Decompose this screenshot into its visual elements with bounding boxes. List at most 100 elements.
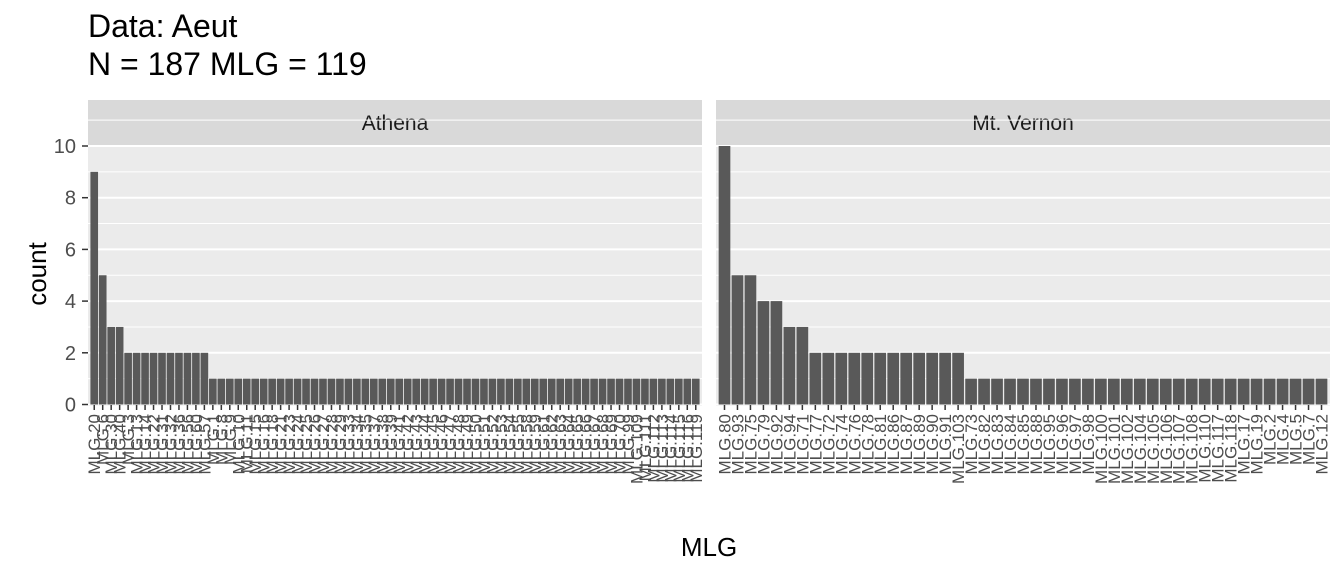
bar bbox=[718, 146, 731, 405]
bar bbox=[1082, 378, 1094, 405]
x-tick-label: MLG.26 bbox=[306, 414, 325, 474]
bar bbox=[115, 326, 124, 405]
bar bbox=[471, 378, 480, 405]
bar bbox=[1095, 378, 1107, 405]
bar bbox=[783, 326, 796, 405]
bar bbox=[991, 378, 1003, 405]
x-tick-label: MLG.89 bbox=[910, 414, 929, 474]
bar bbox=[522, 378, 531, 405]
bar bbox=[861, 352, 874, 405]
x-tick-label: MLG.8 bbox=[212, 414, 231, 465]
x-tick-label: MLG.88 bbox=[1027, 414, 1046, 474]
x-tick-label: MLG.112 bbox=[644, 414, 663, 483]
bar bbox=[1069, 378, 1081, 405]
x-tick-label: MLG.35 bbox=[356, 414, 375, 474]
x-tick-label: MLG.19 bbox=[1248, 414, 1267, 474]
bar bbox=[327, 378, 336, 405]
bar bbox=[488, 378, 497, 405]
x-tick-label: MLG.30 bbox=[102, 414, 121, 474]
bar bbox=[395, 378, 404, 405]
bar bbox=[242, 378, 251, 405]
y-axis-title: count bbox=[22, 241, 52, 305]
bar bbox=[149, 352, 158, 405]
x-tick-label: MLG.93 bbox=[728, 414, 747, 474]
bar bbox=[285, 378, 293, 405]
x-tick-label: MLG.61 bbox=[534, 414, 553, 474]
bar bbox=[1108, 378, 1120, 405]
x-tick-label: MLG.72 bbox=[819, 414, 838, 474]
bar bbox=[344, 378, 353, 405]
bar bbox=[913, 352, 926, 405]
x-tick-label: MLG.15 bbox=[246, 414, 265, 474]
x-tick-label: MLG.55 bbox=[509, 414, 528, 474]
x-tick-label: MLG.118 bbox=[1222, 414, 1241, 483]
facet-panel: Mt. Vernon MLG.80MLG.93MLG.75MLG.79MLG.92… bbox=[715, 100, 1332, 484]
x-tick-label: MLG.77 bbox=[806, 414, 825, 474]
bar bbox=[1017, 378, 1029, 405]
x-tick-label: MLG.92 bbox=[767, 414, 786, 474]
bar bbox=[200, 352, 209, 405]
bar bbox=[691, 378, 700, 405]
bar bbox=[310, 378, 319, 405]
x-tick-label: MLG.108 bbox=[1183, 414, 1202, 484]
x-tick-label: MLG.48 bbox=[450, 414, 469, 474]
bar bbox=[514, 378, 522, 405]
bar bbox=[874, 352, 887, 405]
x-tick-label: MLG.66 bbox=[577, 414, 596, 474]
bar bbox=[757, 301, 770, 405]
bar bbox=[183, 352, 192, 405]
x-tick-label: MLG.33 bbox=[339, 414, 358, 474]
bar bbox=[1224, 378, 1237, 405]
bar bbox=[641, 378, 649, 405]
bar bbox=[259, 378, 268, 405]
x-tick-label: MLG.87 bbox=[897, 414, 916, 474]
x-tick-label: MLG.117 bbox=[1209, 414, 1228, 483]
x-tick-label: MLG.81 bbox=[871, 414, 890, 474]
x-tick-label: MLG.107 bbox=[1170, 414, 1189, 484]
x-axis-title: MLG bbox=[681, 532, 737, 562]
x-tick-label: MLG.13 bbox=[128, 414, 147, 474]
x-tick-label: MLG.49 bbox=[458, 414, 477, 474]
bar bbox=[353, 378, 361, 405]
x-tick-label: MLG.103 bbox=[949, 414, 968, 484]
x-tick-label: MLG.50 bbox=[466, 414, 485, 474]
bar bbox=[192, 352, 200, 405]
x-tick-label: MLG.83 bbox=[988, 414, 1007, 474]
x-tick-label: MLG.64 bbox=[560, 414, 579, 474]
bar bbox=[1030, 378, 1042, 405]
bar bbox=[530, 378, 539, 405]
x-tick-label: MLG.116 bbox=[678, 414, 697, 483]
x-tick-label: MLG.46 bbox=[433, 414, 452, 474]
bar bbox=[378, 378, 387, 405]
facet-strip bbox=[88, 100, 702, 145]
x-tick-label: MLG.43 bbox=[407, 414, 426, 474]
bar bbox=[965, 378, 977, 405]
x-tick-label: MLG.25 bbox=[297, 414, 316, 474]
x-tick-label: MLG.47 bbox=[441, 414, 460, 474]
x-tick-label: MLG.16 bbox=[255, 414, 274, 474]
y-tick-label: 0 bbox=[65, 395, 76, 417]
x-tick-label: MLG.84 bbox=[1001, 414, 1020, 474]
bar bbox=[370, 378, 378, 405]
bar bbox=[666, 378, 675, 405]
x-tick-label: MLG.18 bbox=[263, 414, 282, 474]
bar bbox=[505, 378, 514, 405]
bar bbox=[598, 378, 607, 405]
y-tick-label: 2 bbox=[65, 343, 76, 365]
x-tick-label: MLG.3 bbox=[119, 414, 138, 465]
x-tick-label: MLG.90 bbox=[923, 414, 942, 474]
bar bbox=[158, 352, 166, 405]
bar bbox=[166, 352, 175, 405]
bar bbox=[1250, 378, 1263, 405]
bar bbox=[276, 378, 285, 405]
x-tick-label: MLG.53 bbox=[492, 414, 511, 474]
bar bbox=[1276, 378, 1289, 405]
bar bbox=[607, 378, 615, 405]
x-tick-label: MLG.113 bbox=[653, 414, 672, 483]
bar bbox=[209, 378, 217, 405]
bar bbox=[848, 352, 861, 405]
x-tick-label: MLG.27 bbox=[314, 414, 333, 474]
bar bbox=[1211, 378, 1224, 405]
facet-label: Athena bbox=[362, 112, 429, 135]
